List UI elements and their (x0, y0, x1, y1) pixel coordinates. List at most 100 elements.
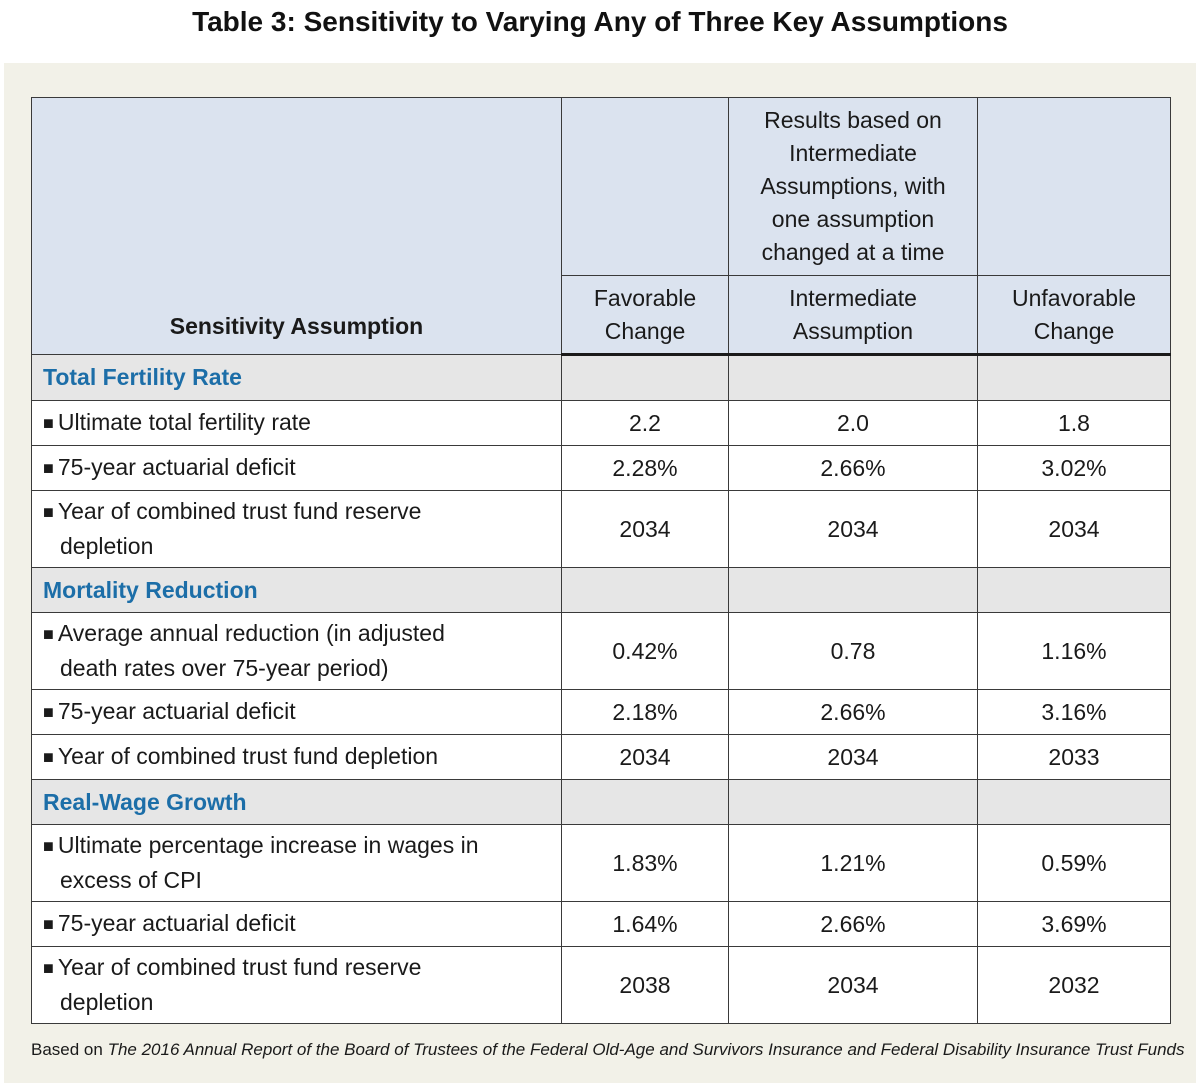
row-label-text-cont: depletion (60, 533, 154, 559)
row-label-text: Year of combined trust fund depletion (57, 742, 439, 769)
bullet-icon: ■ (43, 913, 54, 934)
unfavorable-value: 1.8 (977, 400, 1171, 446)
unfavorable-value: 3.16% (977, 689, 1171, 735)
footnote-source-title: The 2016 Annual Report of the Board of T… (107, 1040, 1185, 1059)
header-intermediate-assumption: Intermediate Assumption (728, 275, 978, 356)
row-label: ■ 75-year actuarial deficit (31, 445, 562, 491)
intermediate-value: 2.66% (728, 445, 978, 491)
bullet-icon: ■ (43, 502, 54, 522)
favorable-value: 2034 (561, 734, 729, 780)
row-label-text: Average annual reduction (in adjusted (57, 620, 445, 646)
header-blank-left (561, 97, 729, 276)
row-label: ■ Year of combined trust fund reserve depl… (31, 946, 562, 1024)
header-group-line: one assumption (771, 206, 935, 232)
table-title: Table 3: Sensitivity to Varying Any of T… (192, 6, 1008, 37)
row-label: ■ 75-year actuarial deficit (31, 689, 562, 735)
unfavorable-value: 3.69% (977, 901, 1171, 947)
intermediate-value: 1.21% (728, 824, 978, 902)
section-header-row: Mortality Reduction (31, 567, 1171, 613)
unfavorable-value: 3.02% (977, 445, 1171, 491)
bullet-icon: ■ (43, 701, 54, 722)
header-group-line: changed at a time (761, 239, 945, 265)
header-intermediate-line: Assumption (792, 317, 914, 344)
table-row: ■ Ultimate total fertility rate 2.2 2.0 1… (31, 400, 1171, 446)
row-label-text-cont: death rates over 75-year period) (60, 655, 389, 681)
intermediate-value: 0.78 (728, 612, 978, 690)
intermediate-value: 2.0 (728, 400, 978, 446)
favorable-value: 1.83% (561, 824, 729, 902)
header-group-line: Assumptions, with (760, 173, 946, 199)
unfavorable-value: 0.59% (977, 824, 1171, 902)
favorable-value: 2034 (561, 490, 729, 568)
table-row: ■ Ultimate percentage increase in wages i… (31, 824, 1171, 902)
header-favorable-line: Favorable (593, 284, 697, 311)
favorable-value: 2.28% (561, 445, 729, 491)
table-row: ■ 75-year actuarial deficit 2.18% 2.66% 3… (31, 689, 1171, 735)
table-row: ■ Year of combined trust fund depletion 2… (31, 734, 1171, 780)
row-label: ■ Year of combined trust fund depletion (31, 734, 562, 780)
unfavorable-value: 2034 (977, 490, 1171, 568)
row-label-text: Ultimate percentage increase in wages in (57, 832, 479, 858)
favorable-value: 2038 (561, 946, 729, 1024)
table-row: ■ 75-year actuarial deficit 1.64% 2.66% 3… (31, 901, 1171, 947)
header-unfavorable-line: Change (1033, 317, 1115, 344)
section-header-row: Real-Wage Growth (31, 779, 1171, 825)
bullet-icon: ■ (43, 746, 54, 767)
sensitivity-table: Sensitivity Assumption Results based on … (31, 97, 1171, 1024)
row-label-text: 75-year actuarial deficit (57, 697, 296, 724)
bullet-icon: ■ (43, 836, 54, 856)
bullet-icon: ■ (43, 624, 54, 644)
intermediate-value: 2034 (728, 490, 978, 568)
bullet-icon: ■ (43, 457, 54, 478)
favorable-value: 1.64% (561, 901, 729, 947)
unfavorable-value: 1.16% (977, 612, 1171, 690)
header-blank-right (977, 97, 1171, 276)
header-group-line: Intermediate (789, 140, 917, 166)
row-label-text-cont: excess of CPI (60, 867, 202, 893)
header-group-label: Results based on Intermediate Assumption… (728, 97, 978, 276)
section-label: Real-Wage Growth (31, 779, 562, 825)
section-empty-cell (561, 779, 729, 825)
header-group-line: Results based on (764, 107, 942, 133)
header-favorable-change: Favorable Change (561, 275, 729, 356)
header-unfavorable-line: Unfavorable (1011, 284, 1137, 311)
row-label-text: 75-year actuarial deficit (57, 453, 296, 480)
footnote-prefix: Based on (31, 1040, 108, 1059)
row-label-text: 75-year actuarial deficit (57, 909, 296, 936)
section-empty-cell (728, 779, 978, 825)
row-label: ■ 75-year actuarial deficit (31, 901, 562, 947)
row-label-text: Year of combined trust fund reserve (57, 954, 422, 980)
favorable-value: 2.18% (561, 689, 729, 735)
header-favorable-line: Change (604, 317, 686, 344)
unfavorable-value: 2032 (977, 946, 1171, 1024)
header-intermediate-line: Intermediate (789, 284, 917, 311)
favorable-value: 2.2 (561, 400, 729, 446)
section-empty-cell (977, 354, 1171, 401)
intermediate-value: 2034 (728, 946, 978, 1024)
row-label: ■ Ultimate total fertility rate (31, 400, 562, 446)
row-label-text: Ultimate total fertility rate (57, 408, 311, 435)
intermediate-value: 2034 (728, 734, 978, 780)
table-row: ■ Year of combined trust fund reserve depl… (31, 490, 1171, 568)
row-label-text-cont: depletion (60, 989, 154, 1015)
section-empty-cell (977, 779, 1171, 825)
row-label-text: Year of combined trust fund reserve (57, 498, 422, 524)
row-label: ■ Year of combined trust fund reserve depl… (31, 490, 562, 568)
section-empty-cell (977, 567, 1171, 613)
row-label: ■ Average annual reduction (in adjusted de… (31, 612, 562, 690)
section-header-row: Total Fertility Rate (31, 354, 1171, 401)
section-label: Total Fertility Rate (31, 354, 562, 401)
header-unfavorable-change: Unfavorable Change (977, 275, 1171, 356)
bullet-icon: ■ (43, 412, 54, 433)
section-empty-cell (728, 567, 978, 613)
favorable-value: 0.42% (561, 612, 729, 690)
intermediate-value: 2.66% (728, 689, 978, 735)
section-empty-cell (561, 567, 729, 613)
table-row: ■ Year of combined trust fund reserve depl… (31, 946, 1171, 1024)
section-empty-cell (728, 354, 978, 401)
section-label: Mortality Reduction (31, 567, 562, 613)
table-row: ■ 75-year actuarial deficit 2.28% 2.66% 3… (31, 445, 1171, 491)
header-sensitivity-assumption: Sensitivity Assumption (31, 97, 562, 355)
bullet-icon: ■ (43, 958, 54, 978)
table-row: ■ Average annual reduction (in adjusted de… (31, 612, 1171, 690)
